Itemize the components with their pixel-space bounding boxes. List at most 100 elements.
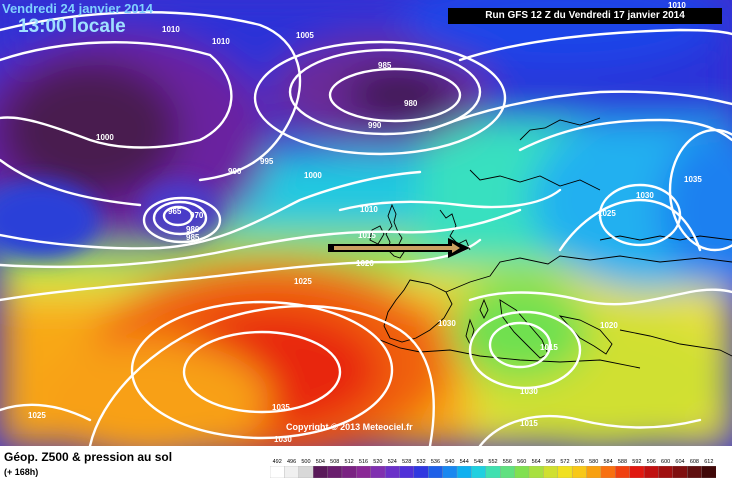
scale-label: 508 [330,459,339,464]
isobar-label: 1010 [212,37,230,46]
scale-label: 592 [632,459,641,464]
scale-label: 604 [675,459,684,464]
isobar-label: 1020 [600,321,618,330]
scale-label: 496 [287,459,296,464]
scale-label: 504 [316,459,325,464]
scale-swatch [629,466,645,478]
scale-swatch [586,466,602,478]
isobar-label: 965 [168,207,182,216]
isobar-labels: 1010 1010 1005 985 980 990 1000 990 995 … [28,1,702,444]
scale-swatch [384,466,400,478]
scale-swatch [356,466,372,478]
isobar-label: 1010 [668,1,686,10]
isobar-label: 985 [378,61,392,70]
arrow-icon [328,238,470,258]
legend-subtitle: (+ 168h) [4,467,39,477]
isobar-label: 990 [228,167,242,176]
scale-label: 528 [402,459,411,464]
scale-swatch [298,466,314,478]
scale-label: 512 [345,459,354,464]
scale-label: 520 [373,459,382,464]
scale-swatch [485,466,501,478]
scale-label: 548 [474,459,483,464]
isobar-label: 970 [190,211,204,220]
scale-swatch [615,466,631,478]
scale-label: 536 [431,459,440,464]
isobar-label: 1030 [520,387,538,396]
copyright-notice: Copyright © 2013 Meteociel.fr [286,422,413,432]
scale-label: 560 [517,459,526,464]
scale-swatch [370,466,386,478]
weather-map: 1010 1010 1005 985 980 990 1000 990 995 … [0,0,732,446]
isobar-label: 1005 [296,31,314,40]
scale-swatch [571,466,587,478]
color-scale-labels: 492 496 500 504 508 512 516 520 524 528 532 536 540 5… [273,459,714,464]
geopotential-field [0,0,732,446]
isobar-label: 1035 [684,175,702,184]
isobar-label: 1035 [272,403,290,412]
scale-swatch [557,466,573,478]
coastlines [369,117,732,369]
scale-swatch [399,466,415,478]
isobar-label: 990 [368,121,382,130]
scale-swatch [514,466,530,478]
scale-swatch [600,466,616,478]
scale-label: 572 [560,459,569,464]
scale-swatch [428,466,444,478]
scale-swatch [643,466,659,478]
isobars [0,11,732,446]
scale-label: 564 [532,459,541,464]
scale-label: 492 [273,459,282,464]
scale-swatch [284,466,300,478]
scale-swatch [701,466,716,478]
isobar-label: 1025 [598,209,616,218]
isobar-label: 1015 [520,419,538,428]
scale-swatch [543,466,559,478]
color-scale-bar [270,466,716,478]
scale-label: 600 [661,459,670,464]
scale-swatch [687,466,703,478]
scale-label: 500 [301,459,310,464]
scale-label: 588 [618,459,627,464]
isobar-label: 980 [186,225,200,234]
scale-label: 532 [416,459,425,464]
scale-label: 540 [445,459,454,464]
scale-swatch [313,466,328,478]
forecast-time: 13:00 locale [18,16,126,37]
scale-label: 544 [460,459,469,464]
isobar-label: 1010 [360,205,378,214]
scale-label: 612 [704,459,713,464]
legend-title: Géop. Z500 & pression au sol [4,450,173,464]
isobar-label: 1010 [162,25,180,34]
legend-footer: Géop. Z500 & pression au sol (+ 168h) 49… [0,446,732,488]
scale-label: 580 [589,459,598,464]
scale-label: 524 [388,459,397,464]
scale-swatch [442,466,458,478]
scale-swatch [471,466,487,478]
isobar-label: 1025 [294,277,312,286]
scale-label: 584 [604,459,613,464]
forecast-date: Vendredi 24 janvier 2014 [2,1,154,16]
isobar-label: 1015 [540,343,558,352]
isobar-label: 1030 [636,191,654,200]
isobar-label: 985 [186,233,200,242]
scale-swatch [270,466,285,478]
isobar-label: 1000 [304,171,322,180]
scale-swatch [672,466,688,478]
model-run-info: Run GFS 12 Z du Vendredi 17 janvier 2014 [448,8,722,24]
scale-swatch [500,466,516,478]
scale-swatch [413,466,429,478]
scale-swatch [528,466,544,478]
isobar-label: 995 [260,157,274,166]
isobar-label: 1030 [438,319,456,328]
scale-swatch [327,466,343,478]
isobar-label: 1000 [96,133,114,142]
scale-label: 552 [488,459,497,464]
isobar-label: 1025 [28,411,46,420]
scale-label: 576 [575,459,584,464]
scale-label: 556 [503,459,512,464]
isobar-label: 1030 [274,435,292,444]
isobar-label: 1020 [356,259,374,268]
scale-label: 608 [690,459,699,464]
